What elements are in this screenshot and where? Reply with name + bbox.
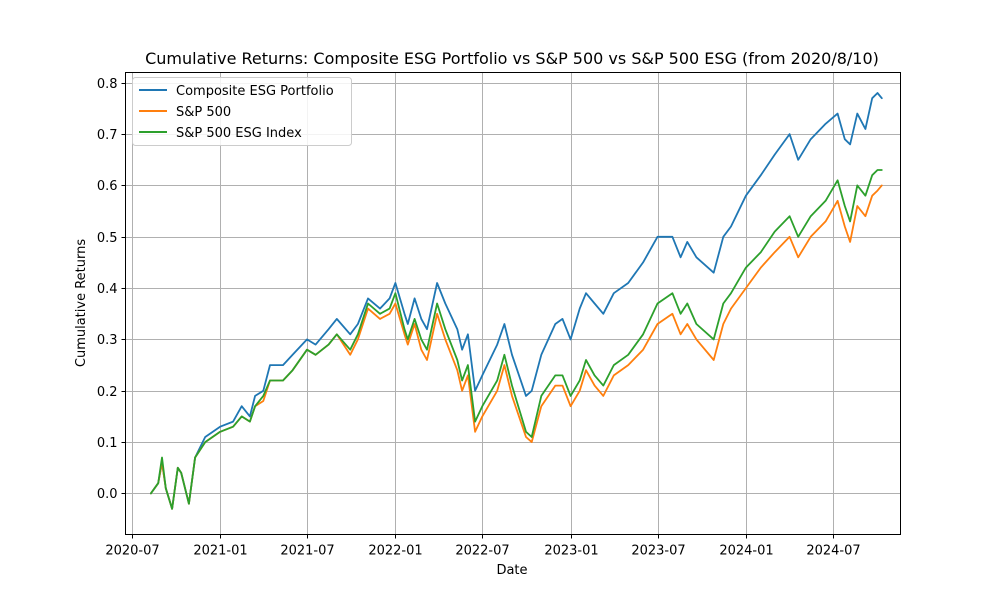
plot-frame — [125, 72, 901, 535]
axis-ticks: 2020-07 2021-01 2021-07 2022-01 2022-07 2023-… — [97, 77, 861, 559]
x-tick-label: 2022-01 — [368, 544, 422, 559]
x-tick-label: 2021-01 — [193, 544, 247, 559]
legend-label-1: S&P 500 — [176, 105, 231, 120]
y-tick-label: 0.3 — [97, 333, 118, 348]
x-tick-label: 2020-07 — [105, 544, 159, 559]
legend-box — [132, 77, 352, 146]
y-axis-title: Cumulative Returns — [74, 239, 89, 367]
x-axis-title: Date — [496, 563, 527, 578]
x-tick-label: 2021-07 — [280, 544, 334, 559]
grid — [125, 72, 901, 535]
y-tick-label: 0.1 — [97, 436, 118, 451]
series-lines — [149, 92, 883, 510]
legend-label-0: Composite ESG Portfolio — [176, 84, 334, 99]
legend: Composite ESG Portfolio S&P 500 S&P 500 ES… — [132, 77, 352, 146]
legend-label-2: S&P 500 ESG Index — [176, 126, 302, 141]
x-tick-label: 2023-01 — [544, 544, 598, 559]
y-tick-label: 0.6 — [97, 179, 118, 194]
x-tick-label: 2023-07 — [631, 544, 685, 559]
series-line-0 — [149, 92, 883, 510]
y-tick-label: 0.5 — [97, 231, 118, 246]
x-tick-label: 2022-07 — [455, 544, 509, 559]
y-tick-label: 0.2 — [97, 385, 118, 400]
x-tick-label: 2024-01 — [719, 544, 773, 559]
y-tick-label: 0.4 — [97, 282, 118, 297]
y-tick-label: 0.7 — [97, 128, 118, 143]
y-tick-label: 0.8 — [97, 77, 118, 92]
series-line-2 — [149, 169, 883, 510]
chart-title: Cumulative Returns: Composite ESG Portfo… — [145, 49, 879, 68]
y-tick-label: 0.0 — [97, 487, 118, 502]
x-tick-label: 2024-07 — [806, 544, 860, 559]
